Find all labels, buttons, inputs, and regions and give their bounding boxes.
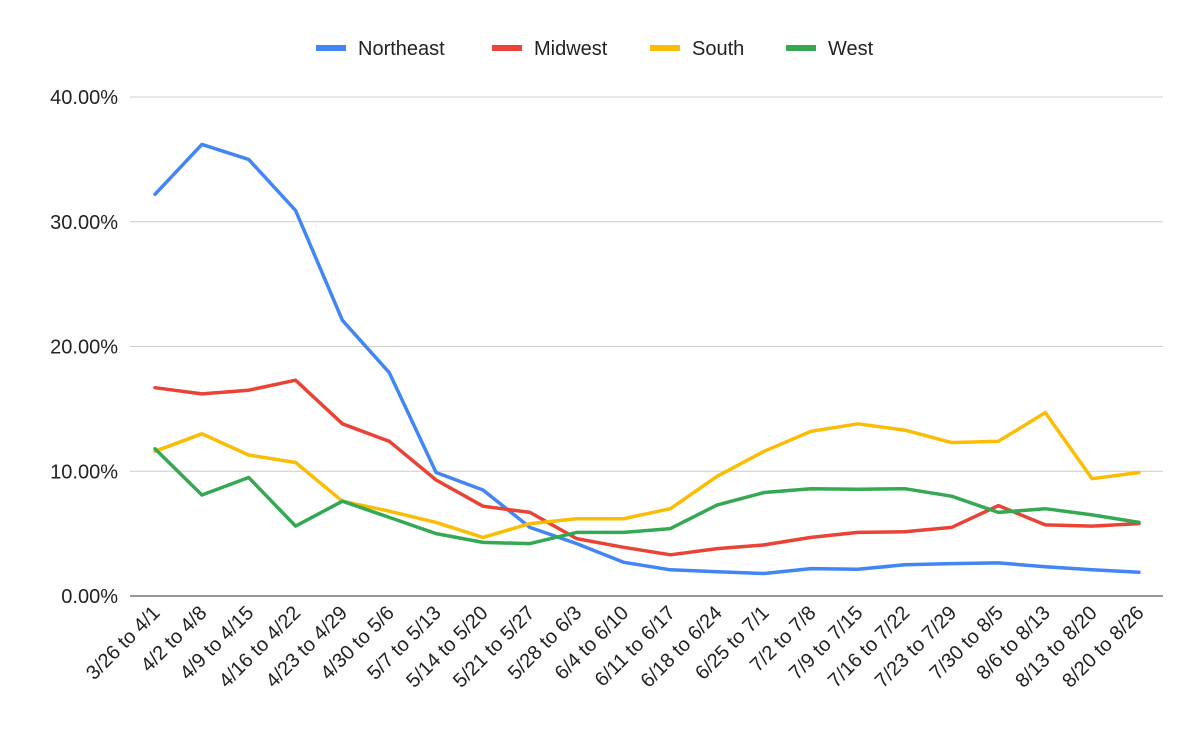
series-northeast xyxy=(153,142,1141,576)
x-axis-tick-labels: 3/26 to 4/14/2 to 4/84/9 to 4/154/16 to … xyxy=(82,602,1148,692)
legend-item-midwest: Midwest xyxy=(492,38,608,60)
series-south xyxy=(153,410,1141,540)
legend-label: Midwest xyxy=(534,38,608,60)
y-tick-label: 30.00% xyxy=(50,212,118,234)
y-axis-tick-labels: 0.00% 10.00% 20.00% 30.00% 40.00% xyxy=(50,87,118,608)
y-tick-label: 0.00% xyxy=(61,586,118,608)
y-tick-label: 20.00% xyxy=(50,337,118,359)
y-tick-label: 10.00% xyxy=(50,461,118,483)
legend-item-west: West xyxy=(786,38,874,60)
legend-label: West xyxy=(828,38,874,60)
series-west xyxy=(153,447,1141,546)
legend-label: Northeast xyxy=(358,38,445,60)
series-line-midwest xyxy=(153,378,1141,557)
legend-label: South xyxy=(692,38,744,60)
legend: Northeast Midwest South West xyxy=(316,38,874,60)
series-line-northeast xyxy=(153,142,1141,576)
series-line-west xyxy=(153,447,1141,546)
gridlines xyxy=(130,96,1163,597)
y-tick-label: 40.00% xyxy=(50,87,118,109)
series-lines xyxy=(153,142,1141,576)
legend-item-south: South xyxy=(650,38,744,60)
legend-item-northeast: Northeast xyxy=(316,38,445,60)
series-midwest xyxy=(153,378,1141,557)
series-line-south xyxy=(153,410,1141,540)
